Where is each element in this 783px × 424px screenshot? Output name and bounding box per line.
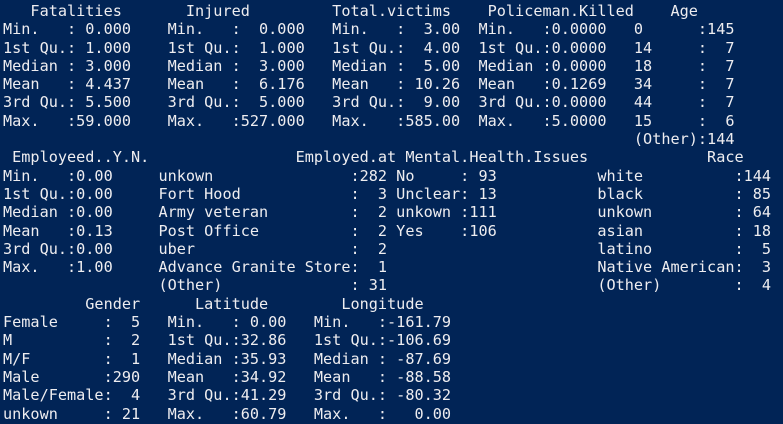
console-line: Max. :59.000 Max. :527.000 Max. :585.00 … (3, 111, 735, 130)
console-line: 1st Qu.:0.00 Fort Hood : 3 Unclear: 13 b… (3, 184, 772, 203)
console-line: Male/Female: 4 3rd Qu.:41.29 3rd Qu.: -8… (3, 386, 452, 405)
console-line: Min. :0.00 unkown :282 No : 93 white :14… (3, 166, 772, 185)
console-line: 3rd Qu.: 5.500 3rd Qu.: 5.000 3rd Qu.: 9… (3, 93, 735, 112)
console-line: Employeed..Y.N. Employed.at Mental.Healt… (3, 148, 744, 167)
console-line: Mean :0.13 Post Office : 2 Yes :106 asia… (3, 221, 772, 240)
console-line: Median :0.00 Army veteran : 2 unkown :11… (3, 203, 772, 222)
console-line: Gender Latitude Longitude (3, 294, 424, 313)
console-line: Mean : 4.437 Mean : 6.176 Mean : 10.26 M… (3, 75, 735, 94)
console-line: Fatalities Injured Total.victims Policem… (3, 2, 698, 20)
console-line: M/F : 1 Median :35.93 Median : -87.69 (3, 349, 452, 368)
console-line: 1st Qu.: 1.000 1st Qu.: 1.000 1st Qu.: 4… (3, 38, 735, 57)
console-line: Female : 5 Min. : 0.00 Min. :-161.79 (3, 313, 452, 332)
console-line: (Other) : 31 (Other) : 4 (3, 276, 772, 295)
console-line: Max. :1.00 Advance Granite Store: 1 Nati… (3, 258, 772, 277)
console-line: Male :290 Mean :34.92 Mean : -88.58 (3, 367, 452, 386)
console-line: Median : 3.000 Median : 3.000 Median : 5… (3, 56, 735, 75)
console-line: (Other):144 (3, 130, 735, 149)
console-line: unkown : 21 Max. :60.79 Max. : 0.00 (3, 404, 452, 423)
console-line: Min. : 0.000 Min. : 0.000 Min. : 3.00 Mi… (3, 20, 735, 39)
console-line: 3rd Qu.:0.00 uber : 2 latino : 5 (3, 239, 772, 258)
console-line: M : 2 1st Qu.:32.86 1st Qu.:-106.69 (3, 331, 452, 350)
